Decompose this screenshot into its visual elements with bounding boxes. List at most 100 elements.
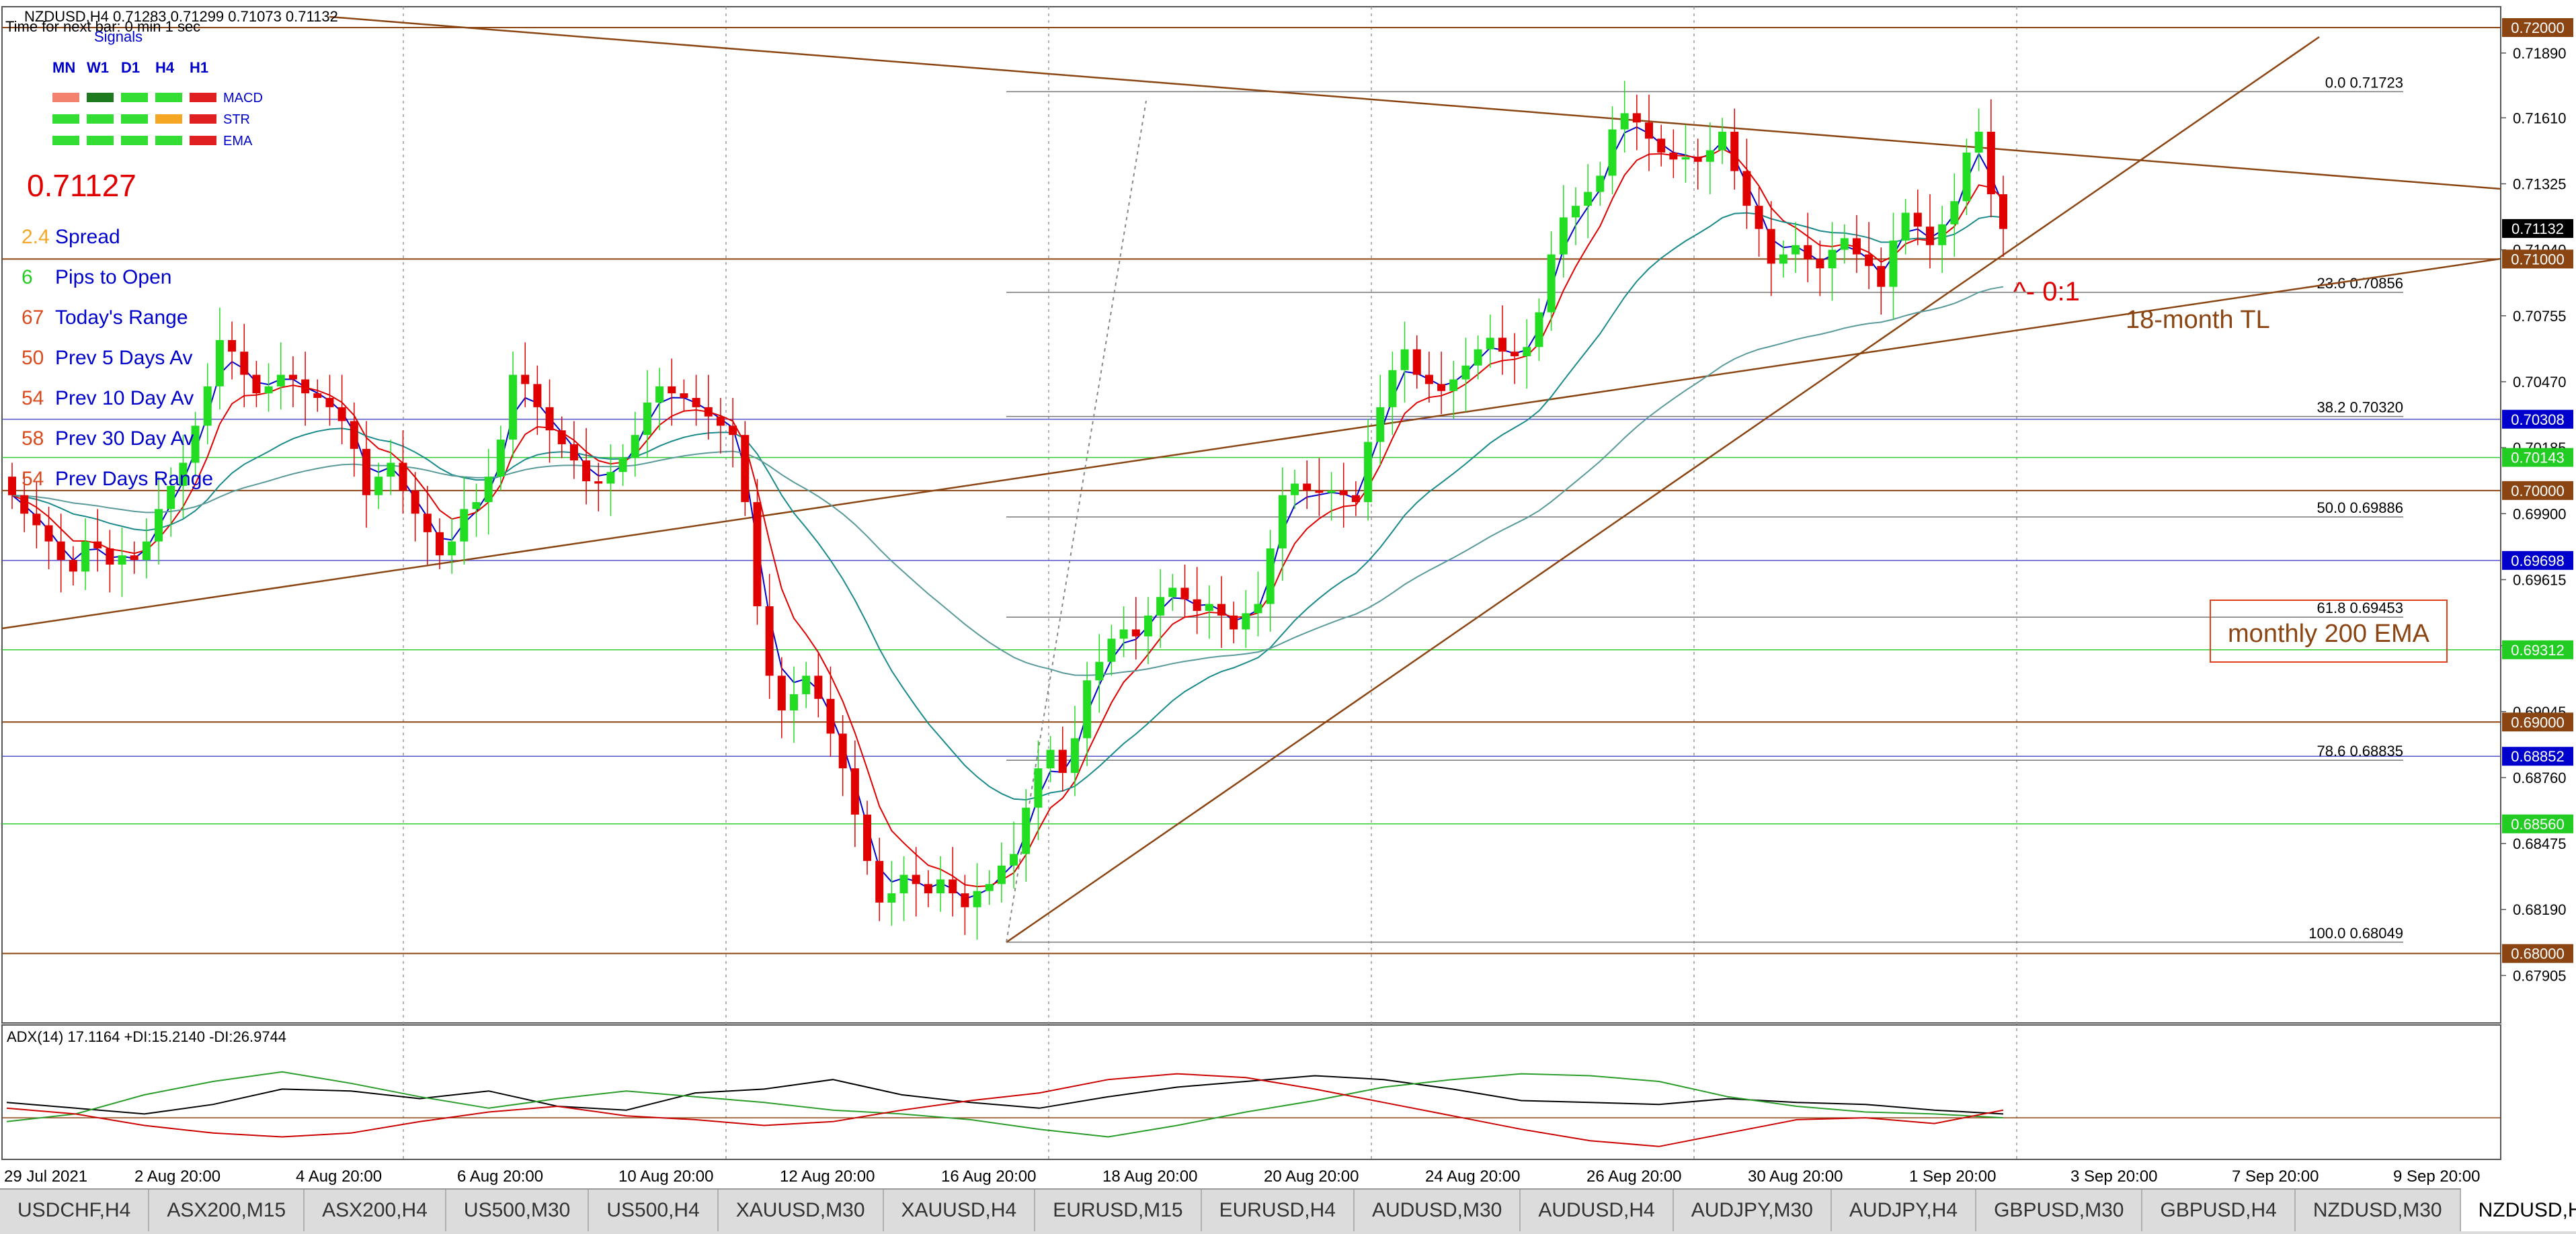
adx-series-line [6,1073,2004,1147]
chart-tab[interactable]: AUDUSD,H4 [1521,1190,1674,1231]
candle-body [337,407,346,421]
signal-cell [121,136,148,145]
chart-tab[interactable]: GBPUSD,H4 [2142,1190,2296,1231]
time-axis-label: 10 Aug 20:00 [618,1167,713,1186]
price-tag-label: 0.70000 [2511,483,2565,499]
candle-body [668,386,676,394]
chart-tab[interactable]: GBPUSD,M30 [1976,1190,2143,1231]
18-month-trendline[interactable] [1,257,2501,630]
stats-panel: 0.71127 2.4 Spread 6 Pips to Open 67 Today's … [22,168,213,490]
candle-body [875,860,884,903]
candle-body [484,477,493,503]
candle [472,483,481,537]
signals-panel: Signals MN W1 D1 H4 H1 MACD STR EMA [52,28,263,149]
candle-body [1620,113,1629,130]
fib-base-line [1006,100,1147,943]
candle-body [118,555,126,565]
candle-body [1449,379,1458,391]
price-tag-bg [2502,712,2573,732]
chart-tab[interactable]: NZDUSD,H4 [2460,1187,2576,1231]
candle [69,546,77,586]
candle [1131,597,1140,660]
candle [1877,247,1886,315]
chart-tab[interactable]: US500,M30 [446,1190,590,1231]
chart-tab[interactable]: AUDUSD,M30 [1355,1190,1521,1231]
ema-annotation: monthly 200 EMA [2228,620,2430,648]
candle-body [1792,245,1800,255]
candle-body [1877,265,1886,287]
candle-body [1107,639,1116,662]
price-tag: 0.70308 [2502,409,2573,429]
chart-tab[interactable]: AUDJPY,M30 [1674,1190,1832,1231]
candle [496,425,505,491]
price-tick-label: 0.67905 [2513,967,2567,984]
candle [1205,585,1213,639]
candle [44,506,53,569]
candle [1070,706,1079,796]
candle-body [1693,157,1702,162]
signal-cell [190,114,216,124]
candle-body [448,541,456,556]
candle-body [228,339,237,352]
candle-body [887,893,896,903]
candle [509,352,518,458]
candle [814,652,823,718]
candle [1143,597,1152,665]
candle [337,374,346,444]
trendlines[interactable] [1,15,2501,944]
price-tag: 0.69698 [2502,550,2573,570]
candle-body [582,460,591,482]
chart-tab[interactable]: ASX200,M15 [149,1190,305,1231]
price-tag-bg [2502,944,2573,963]
chart-tab[interactable]: XAUUSD,M30 [719,1190,884,1231]
ascending-trendline[interactable] [1006,36,2320,944]
fib-level-label: 50.0 0.69886 [2317,499,2403,516]
price-tag-bg [2502,550,2573,570]
signals-title: Signals [94,28,143,45]
chart-tab[interactable]: XAUUSD,H4 [884,1190,1036,1231]
chart-tab[interactable]: ASX200,H4 [305,1190,446,1231]
chart-tab[interactable]: EURUSD,M15 [1035,1190,1202,1231]
candle-body [1669,152,1678,160]
fib-level-label: 100.0 0.68049 [2308,925,2403,942]
chart-tab[interactable]: US500,H4 [589,1190,719,1231]
candle-body [44,525,53,542]
candle [436,518,444,569]
candle [106,530,114,593]
candle [276,342,285,410]
candle-body [1070,738,1079,774]
time-axis: 29 Jul 2021 2 Aug 20:00 4 Aug 20:00 6 Aug 2… [4,1167,2480,1186]
candle [1950,173,1959,257]
candle [985,870,994,905]
candle-body [1461,365,1470,380]
candle-body [1498,337,1506,352]
candle [1865,222,1874,290]
candle-body [301,379,310,394]
price-tick-label: 0.71610 [2513,110,2567,126]
candle [8,462,16,509]
descending-trendline[interactable] [329,15,2501,190]
candle-body [692,398,700,407]
candle [557,416,566,458]
price-tag-label: 0.69698 [2511,552,2565,569]
chart-tab[interactable]: NZDUSD,M30 [2296,1190,2461,1231]
candle-body [1119,629,1128,639]
ema-annotation-box [2210,600,2448,663]
signal-cell [190,136,216,145]
candle [1962,138,1971,215]
candle-body [1657,138,1666,153]
price-tag: 0.70000 [2502,481,2573,500]
chart-tab[interactable]: EURUSD,H4 [1202,1190,1355,1231]
price-tick-label: 0.69900 [2513,505,2567,522]
chart-tab[interactable]: AUDJPY,H4 [1832,1190,1977,1231]
candle [1388,352,1397,436]
candle [1254,571,1262,636]
candle [1242,589,1250,649]
chart-tab[interactable]: USDCHF,H4 [0,1190,150,1231]
candle [1412,335,1421,389]
candle-body [1742,171,1751,206]
candle [1437,352,1446,415]
candle-body [985,884,994,891]
